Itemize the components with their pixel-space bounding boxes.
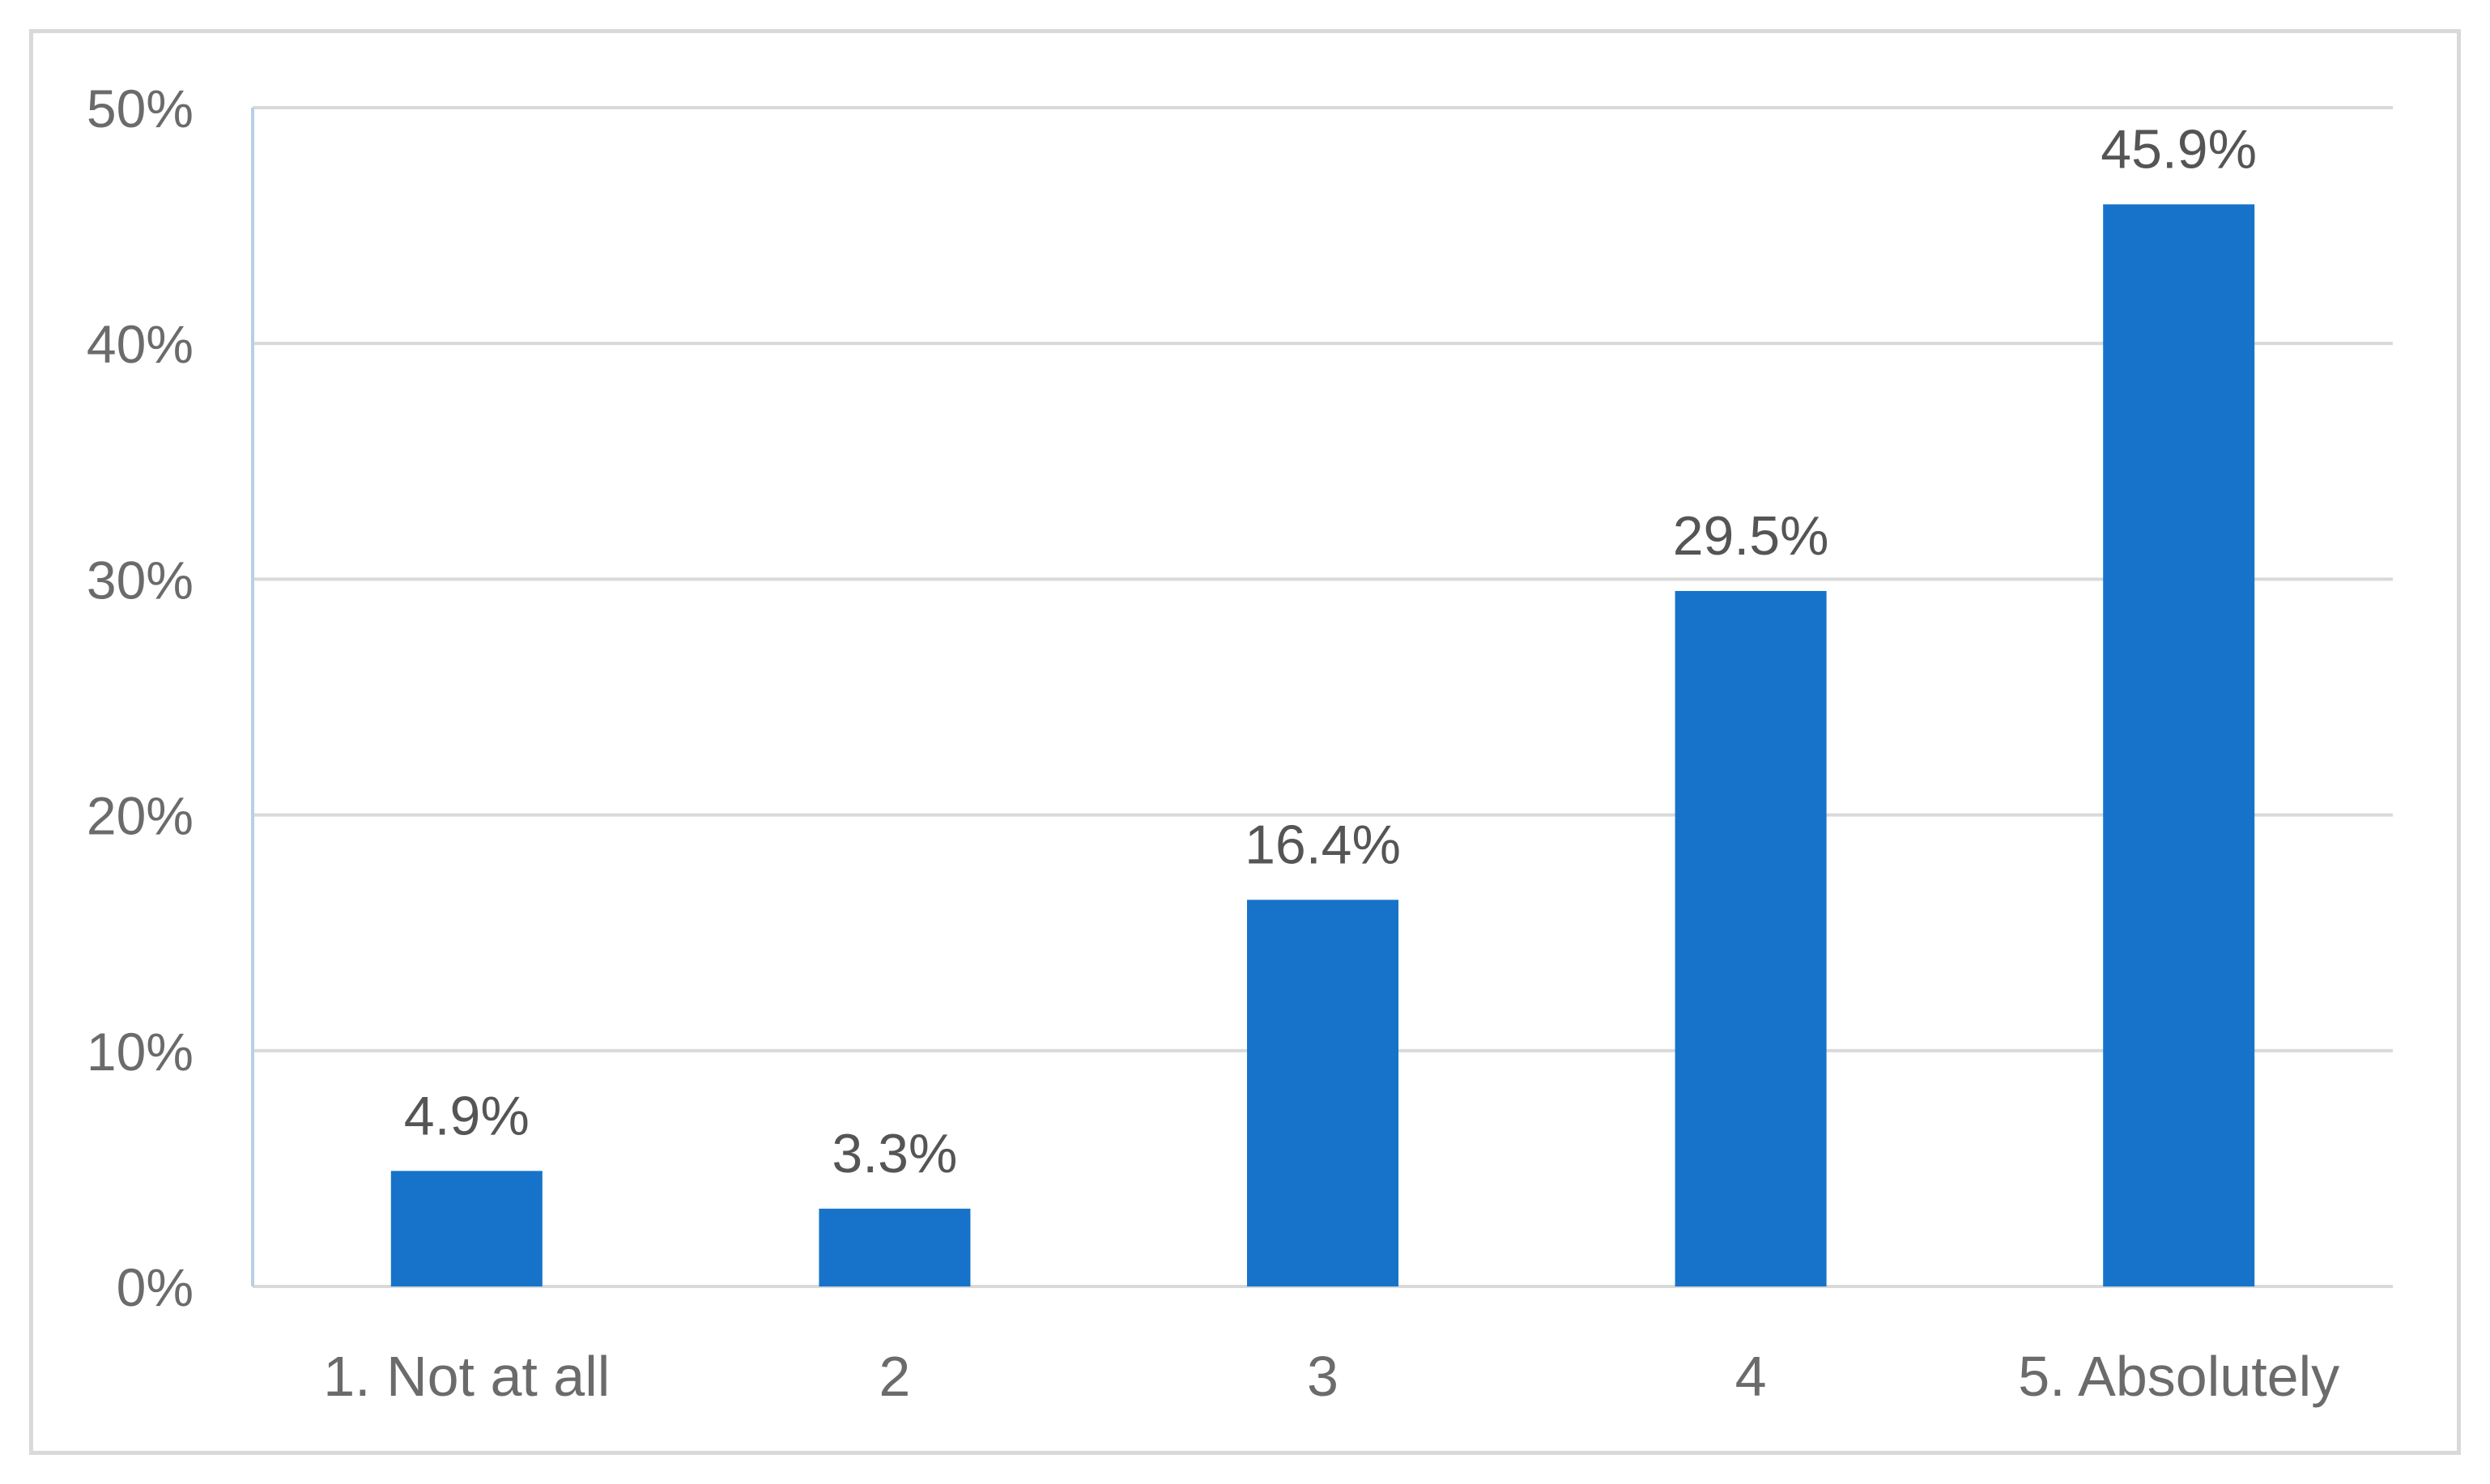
x-axis-category-labels: 1. Not at all 2 3 4 5. Absolutely <box>323 1345 2339 1408</box>
bar-3 <box>1247 899 1398 1286</box>
gridlines <box>253 106 2393 1288</box>
data-labels: 4.9% 3.3% 16.4% 29.5% 45.9% <box>404 118 2257 1184</box>
bars <box>390 204 2255 1287</box>
category-label-3: 3 <box>1307 1345 1339 1408</box>
y-axis-tick-labels: 0% 10% 20% 30% 40% 50% <box>87 79 194 1317</box>
y-tick-label: 0% <box>117 1257 194 1317</box>
bar-5 <box>2103 204 2255 1287</box>
bar-4 <box>1675 590 1827 1286</box>
data-label-3: 16.4% <box>1245 814 1401 875</box>
y-tick-label: 30% <box>87 550 194 610</box>
bar-chart: 0% 10% 20% 30% 40% 50% 4.9% 3.3% 16.4% 29.5% 45.9… <box>87 79 2393 1408</box>
category-label-4: 4 <box>1735 1345 1767 1408</box>
category-label-5: 5. Absolutely <box>2018 1345 2339 1408</box>
bar-2 <box>819 1208 971 1286</box>
category-label-2: 2 <box>879 1345 910 1408</box>
y-tick-label: 10% <box>87 1022 194 1082</box>
category-label-1: 1. Not at all <box>323 1345 610 1408</box>
data-label-1: 4.9% <box>404 1085 530 1146</box>
y-tick-label: 50% <box>87 79 194 138</box>
data-label-5: 45.9% <box>2101 118 2257 180</box>
data-label-2: 3.3% <box>832 1123 957 1184</box>
y-tick-label: 20% <box>87 786 194 846</box>
y-tick-label: 40% <box>87 314 194 374</box>
data-label-4: 29.5% <box>1673 505 1829 567</box>
bar-1 <box>390 1171 543 1286</box>
chart-frame: 0% 10% 20% 30% 40% 50% 4.9% 3.3% 16.4% 29.5% 45.9… <box>29 29 2461 1455</box>
